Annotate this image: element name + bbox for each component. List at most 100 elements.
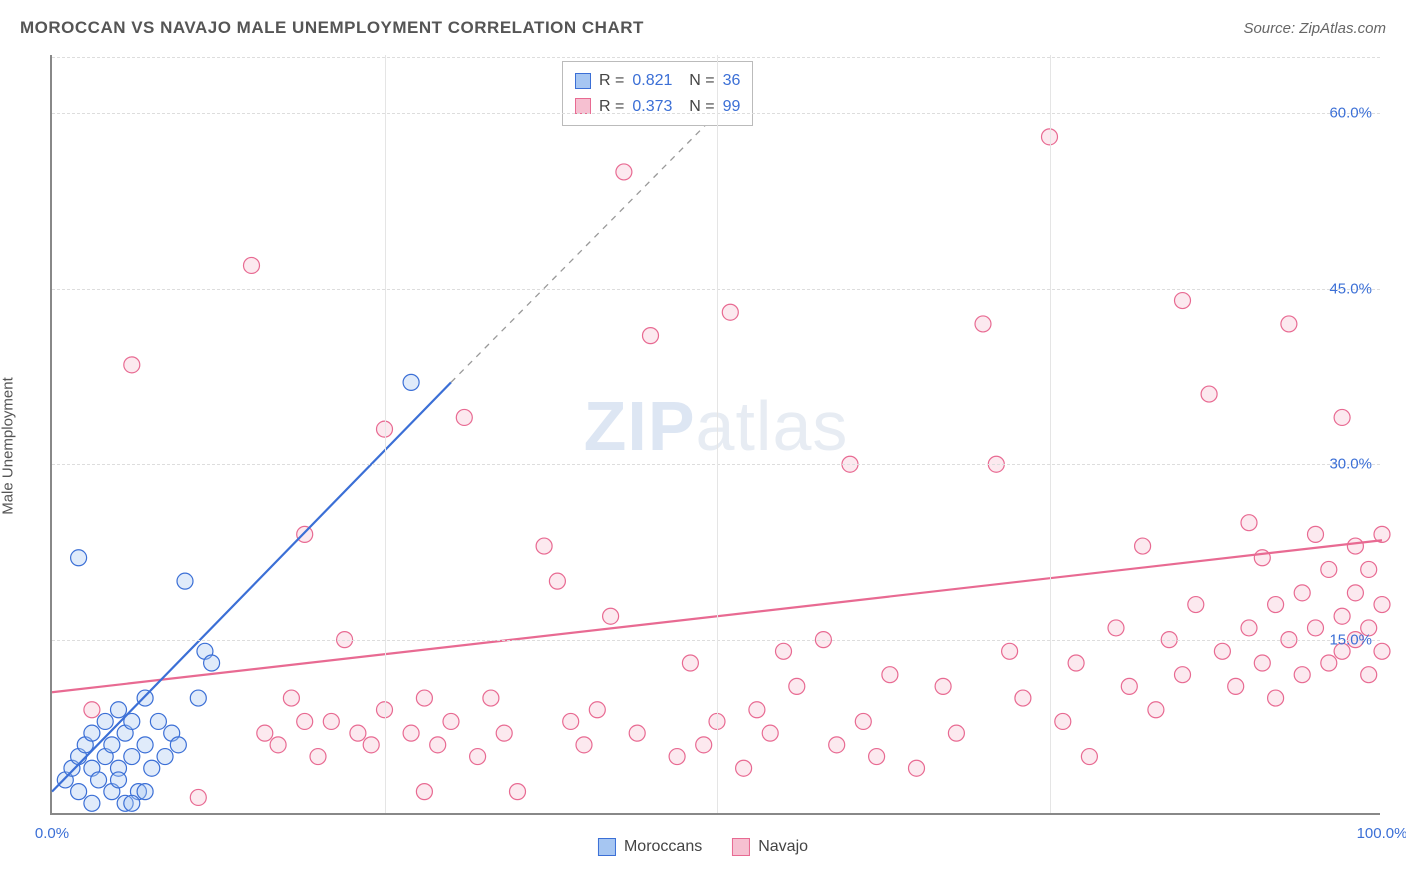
scatter-point-navajo [190, 789, 206, 805]
scatter-point-navajo [124, 357, 140, 373]
gridline-v [1050, 55, 1051, 813]
scatter-point-navajo [297, 526, 313, 542]
scatter-point-navajo [323, 713, 339, 729]
scatter-point-moroccans [91, 772, 107, 788]
scatter-point-moroccans [204, 655, 220, 671]
bottom-legend: Moroccans Navajo [598, 838, 808, 856]
scatter-point-navajo [643, 328, 659, 344]
scatter-point-navajo [948, 725, 964, 741]
scatter-point-navajo [1374, 597, 1390, 613]
scatter-point-navajo [1294, 585, 1310, 601]
scatter-point-navajo [84, 702, 100, 718]
scatter-point-navajo [536, 538, 552, 554]
scatter-point-navajo [576, 737, 592, 753]
scatter-point-navajo [496, 725, 512, 741]
stats-n-label: N = [680, 94, 714, 120]
scatter-point-navajo [1268, 690, 1284, 706]
regression-line-moroccans [52, 382, 451, 791]
scatter-point-navajo [682, 655, 698, 671]
scatter-point-navajo [1201, 386, 1217, 402]
scatter-point-navajo [1135, 538, 1151, 554]
plot-svg [52, 55, 1380, 813]
scatter-point-navajo [935, 678, 951, 694]
stats-n-navajo: 99 [723, 94, 741, 120]
scatter-point-navajo [1254, 655, 1270, 671]
stats-swatch-navajo [575, 98, 591, 114]
scatter-point-navajo [310, 749, 326, 765]
xtick-label: 0.0% [35, 825, 69, 842]
gridline-h [52, 464, 1380, 465]
scatter-point-navajo [244, 257, 260, 273]
scatter-point-navajo [1081, 749, 1097, 765]
chart-source: Source: ZipAtlas.com [1243, 20, 1386, 37]
scatter-point-navajo [829, 737, 845, 753]
scatter-point-navajo [1334, 608, 1350, 624]
ytick-label: 30.0% [1329, 456, 1372, 473]
stats-r-moroccans: 0.821 [632, 68, 672, 94]
scatter-point-navajo [1055, 713, 1071, 729]
scatter-point-moroccans [84, 725, 100, 741]
scatter-point-moroccans [124, 795, 140, 811]
scatter-point-navajo [909, 760, 925, 776]
scatter-point-navajo [1002, 643, 1018, 659]
scatter-point-moroccans [71, 550, 87, 566]
scatter-point-navajo [855, 713, 871, 729]
scatter-point-moroccans [111, 702, 127, 718]
scatter-point-moroccans [150, 713, 166, 729]
scatter-point-navajo [430, 737, 446, 753]
chart-title: MOROCCAN VS NAVAJO MALE UNEMPLOYMENT COR… [20, 18, 644, 38]
scatter-point-moroccans [97, 713, 113, 729]
scatter-point-navajo [1361, 667, 1377, 683]
stats-r-label: R = [599, 68, 624, 94]
scatter-point-navajo [1015, 690, 1031, 706]
scatter-point-navajo [1374, 643, 1390, 659]
scatter-point-navajo [869, 749, 885, 765]
legend-swatch-navajo [732, 838, 750, 856]
scatter-point-moroccans [137, 737, 153, 753]
scatter-point-navajo [1268, 597, 1284, 613]
scatter-point-navajo [1308, 526, 1324, 542]
scatter-point-navajo [1281, 316, 1297, 332]
stats-n-label: N = [680, 68, 714, 94]
scatter-point-navajo [696, 737, 712, 753]
scatter-point-navajo [1241, 620, 1257, 636]
scatter-point-navajo [1321, 655, 1337, 671]
stats-row-navajo: R = 0.373 N = 99 [575, 94, 740, 120]
legend-item-navajo: Navajo [732, 838, 808, 856]
scatter-point-navajo [443, 713, 459, 729]
scatter-point-moroccans [403, 374, 419, 390]
scatter-point-navajo [416, 690, 432, 706]
scatter-point-moroccans [144, 760, 160, 776]
scatter-point-navajo [736, 760, 752, 776]
scatter-point-navajo [1175, 667, 1191, 683]
scatter-point-navajo [1347, 538, 1363, 554]
scatter-point-navajo [403, 725, 419, 741]
scatter-point-navajo [722, 304, 738, 320]
scatter-point-moroccans [170, 737, 186, 753]
scatter-point-moroccans [71, 784, 87, 800]
scatter-point-moroccans [84, 795, 100, 811]
stats-r-label: R = [599, 94, 624, 120]
scatter-point-navajo [470, 749, 486, 765]
stats-swatch-moroccans [575, 73, 591, 89]
stats-legend-box: R = 0.821 N = 36 R = 0.373 N = 99 [562, 61, 753, 126]
stats-row-moroccans: R = 0.821 N = 36 [575, 68, 740, 94]
scatter-point-navajo [1148, 702, 1164, 718]
scatter-point-navajo [1175, 293, 1191, 309]
scatter-point-navajo [749, 702, 765, 718]
ytick-label: 45.0% [1329, 280, 1372, 297]
scatter-point-navajo [589, 702, 605, 718]
scatter-point-navajo [283, 690, 299, 706]
scatter-point-navajo [1121, 678, 1137, 694]
plot-area: ZIPatlas R = 0.821 N = 36 R = 0.373 N = … [50, 55, 1380, 815]
scatter-point-navajo [975, 316, 991, 332]
scatter-point-moroccans [190, 690, 206, 706]
scatter-point-navajo [363, 737, 379, 753]
scatter-point-navajo [483, 690, 499, 706]
scatter-point-moroccans [124, 749, 140, 765]
scatter-point-navajo [1108, 620, 1124, 636]
scatter-point-navajo [1228, 678, 1244, 694]
scatter-point-navajo [563, 713, 579, 729]
gridline-h [52, 113, 1380, 114]
scatter-point-navajo [297, 713, 313, 729]
